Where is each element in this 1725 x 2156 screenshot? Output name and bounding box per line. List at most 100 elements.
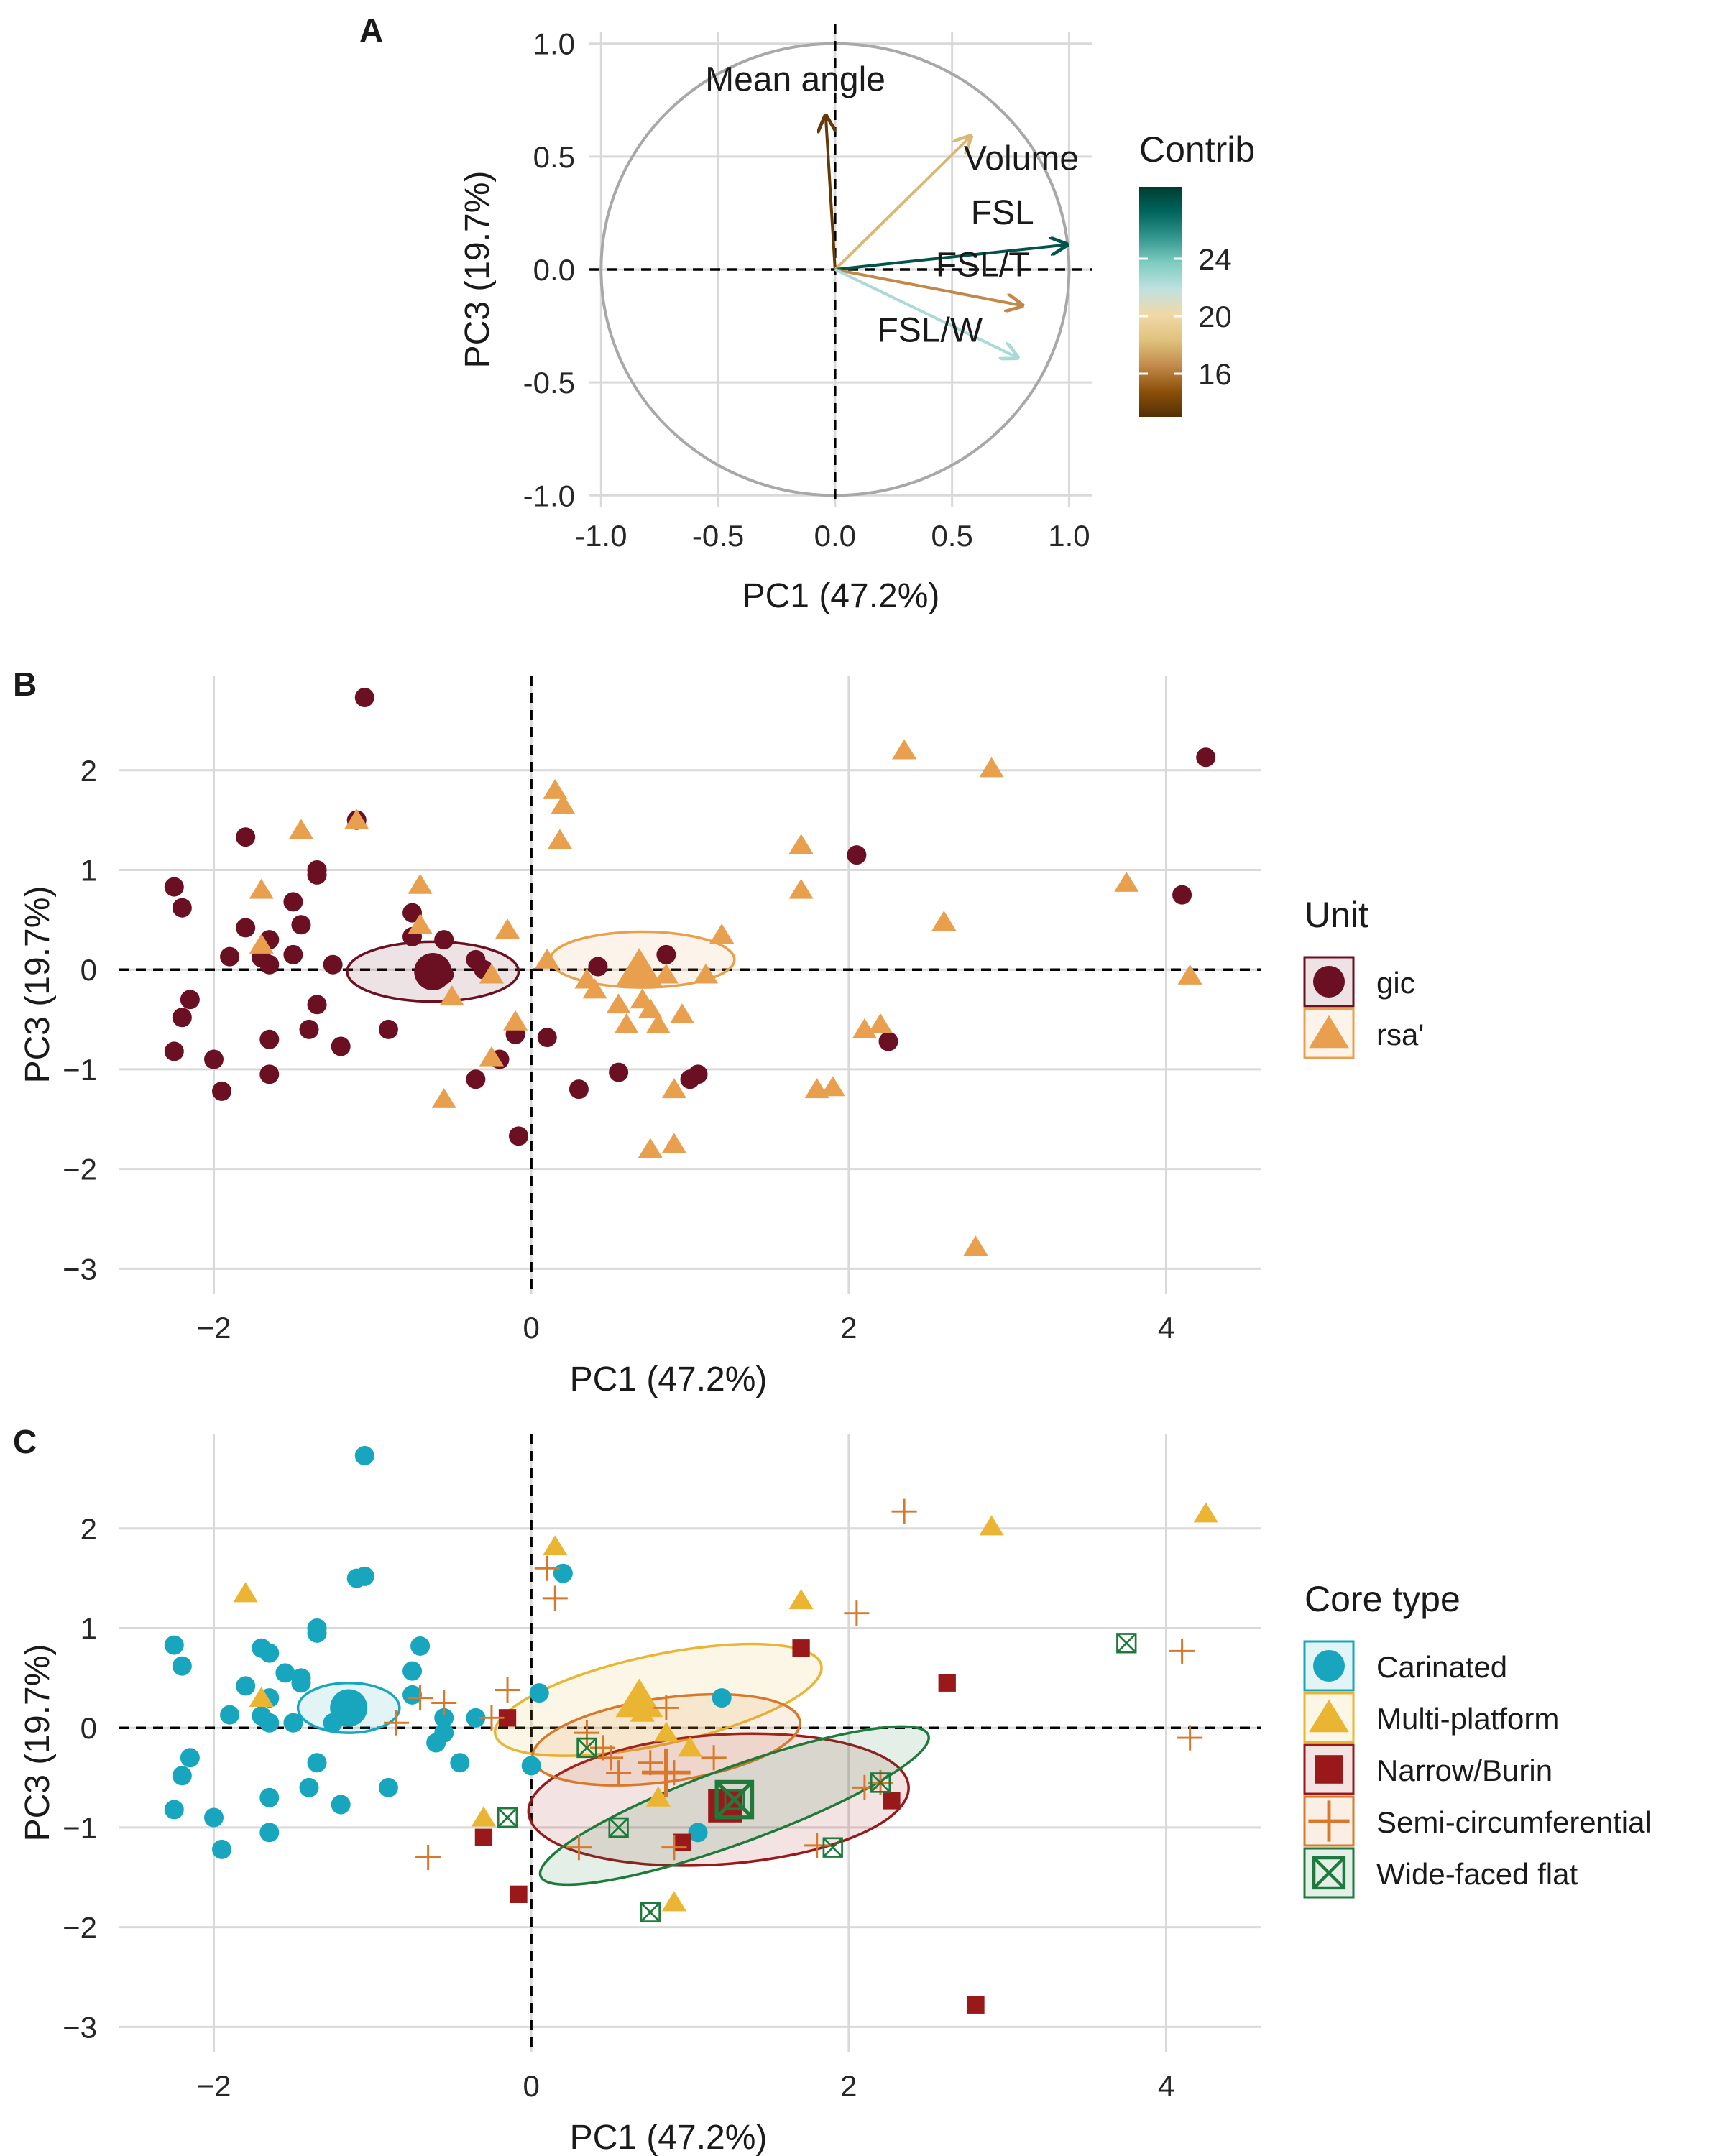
data-point bbox=[474, 1828, 493, 1846]
data-point bbox=[677, 1736, 703, 1757]
data-point bbox=[291, 1673, 311, 1693]
x-tick-label: 4 bbox=[1158, 2069, 1174, 2103]
y-tick-label: 1 bbox=[80, 1611, 97, 1645]
x-tick-label: 2 bbox=[840, 1311, 857, 1345]
data-point bbox=[259, 1823, 280, 1843]
series-gic bbox=[164, 688, 1216, 1146]
data-point bbox=[164, 877, 184, 897]
data-point bbox=[535, 948, 560, 969]
legend-label: Narrow/Burin bbox=[1376, 1754, 1552, 1787]
data-point bbox=[307, 865, 327, 885]
data-point bbox=[204, 1807, 224, 1828]
data-point bbox=[466, 1708, 486, 1728]
x-tick-label: 0 bbox=[523, 2069, 539, 2103]
data-point bbox=[661, 1078, 686, 1099]
data-point bbox=[494, 1677, 520, 1703]
data-point bbox=[164, 1635, 184, 1655]
y-tick-label: 0.5 bbox=[533, 140, 575, 174]
data-point bbox=[220, 1705, 240, 1725]
x-axis-title: PC1 (47.2%) bbox=[742, 577, 940, 615]
data-point bbox=[283, 892, 303, 912]
data-point bbox=[497, 1807, 518, 1828]
data-point bbox=[788, 834, 814, 854]
y-tick-label: −3 bbox=[63, 2010, 97, 2044]
data-point bbox=[172, 898, 192, 918]
y-tick-label: −1 bbox=[63, 1053, 97, 1087]
colorbar-tick-label: 24 bbox=[1198, 242, 1232, 276]
y-axis-title: PC3 (19.7%) bbox=[19, 1644, 57, 1842]
data-point bbox=[569, 1079, 589, 1100]
panel-a-correlation-circle: -1.0-1.0 -0.5 -0.5 0.0 0.0 0.5 0.5 1.0 1.0 Mean a… bbox=[459, 24, 1255, 615]
data-point bbox=[638, 1138, 663, 1158]
data-point bbox=[307, 1753, 327, 1773]
data-point bbox=[804, 1833, 830, 1858]
data-point bbox=[788, 1589, 814, 1610]
group-centroid bbox=[714, 1779, 755, 1820]
data-point bbox=[288, 819, 314, 839]
series-wide-faced-flat bbox=[497, 1633, 1137, 1922]
vector-arrow bbox=[834, 268, 1022, 305]
data-point bbox=[614, 1013, 639, 1033]
data-point bbox=[1172, 885, 1192, 905]
data-point bbox=[466, 1069, 486, 1089]
data-point bbox=[450, 1753, 470, 1773]
data-point bbox=[1114, 871, 1139, 892]
data-point bbox=[709, 923, 735, 944]
panel-label-c: C bbox=[13, 1423, 37, 1460]
data-point bbox=[588, 957, 608, 977]
data-point bbox=[847, 845, 867, 865]
y-tick-label: 1 bbox=[80, 853, 97, 887]
data-point bbox=[551, 793, 576, 814]
data-point bbox=[299, 1019, 319, 1039]
y-tick-label: 2 bbox=[80, 754, 97, 788]
data-point bbox=[656, 944, 676, 964]
data-point bbox=[645, 1786, 671, 1807]
y-axis-title: PC3 (19.7%) bbox=[459, 171, 497, 369]
data-point bbox=[283, 944, 303, 964]
data-point bbox=[383, 1710, 410, 1736]
data-point bbox=[852, 1774, 878, 1800]
data-point bbox=[638, 998, 663, 1019]
data-point bbox=[233, 1582, 258, 1603]
panel-label-b: B bbox=[13, 665, 37, 703]
data-point bbox=[378, 1019, 398, 1039]
y-tick-label: −1 bbox=[63, 1811, 97, 1845]
data-point bbox=[180, 1748, 200, 1768]
data-point bbox=[299, 1777, 319, 1797]
data-point bbox=[402, 903, 423, 923]
data-point bbox=[503, 1010, 528, 1031]
data-point bbox=[307, 995, 327, 1015]
data-point bbox=[164, 1800, 184, 1820]
legend-key-symbol bbox=[1312, 1856, 1346, 1890]
data-point bbox=[259, 1713, 280, 1733]
data-point bbox=[408, 1685, 433, 1711]
legend-label: Wide-faced flat bbox=[1376, 1857, 1578, 1891]
data-point bbox=[609, 1062, 629, 1082]
x-tick-label: -0.5 bbox=[692, 519, 744, 553]
x-tick-label: 0.5 bbox=[931, 519, 972, 553]
panel-c-core-type-scatter: −2 0 2 4 −3 −2 −1 0 1 2 PC1 (47.2%) PC3 (19.7%) Core… bbox=[19, 1434, 1652, 2156]
data-point bbox=[204, 1049, 224, 1069]
data-point bbox=[576, 1737, 597, 1759]
data-point bbox=[259, 1787, 280, 1807]
data-point bbox=[434, 930, 454, 950]
legend-title: Unit bbox=[1305, 895, 1368, 935]
data-point bbox=[354, 1566, 374, 1586]
data-point bbox=[574, 1720, 600, 1746]
vector-label: Mean angle bbox=[705, 61, 886, 99]
series-carinated bbox=[164, 1446, 732, 1859]
y-tick-label: −3 bbox=[63, 1252, 97, 1286]
series-rsa- bbox=[249, 739, 1202, 1256]
colorbar-tick-label: 16 bbox=[1198, 357, 1232, 391]
data-point bbox=[259, 1029, 280, 1049]
data-point bbox=[236, 1676, 256, 1696]
data-point bbox=[534, 1555, 560, 1581]
data-point bbox=[408, 913, 433, 934]
panel-b-unit-scatter: −2 0 2 4 −3 −2 −1 0 1 2 PC1 (47.2%) PC3 (19.7%) Unit… bbox=[19, 676, 1424, 1399]
data-point bbox=[494, 918, 520, 939]
data-point bbox=[164, 1041, 184, 1061]
group-centroid bbox=[414, 952, 452, 990]
data-point bbox=[529, 1683, 549, 1703]
y-tick-label: 0 bbox=[80, 1711, 97, 1745]
